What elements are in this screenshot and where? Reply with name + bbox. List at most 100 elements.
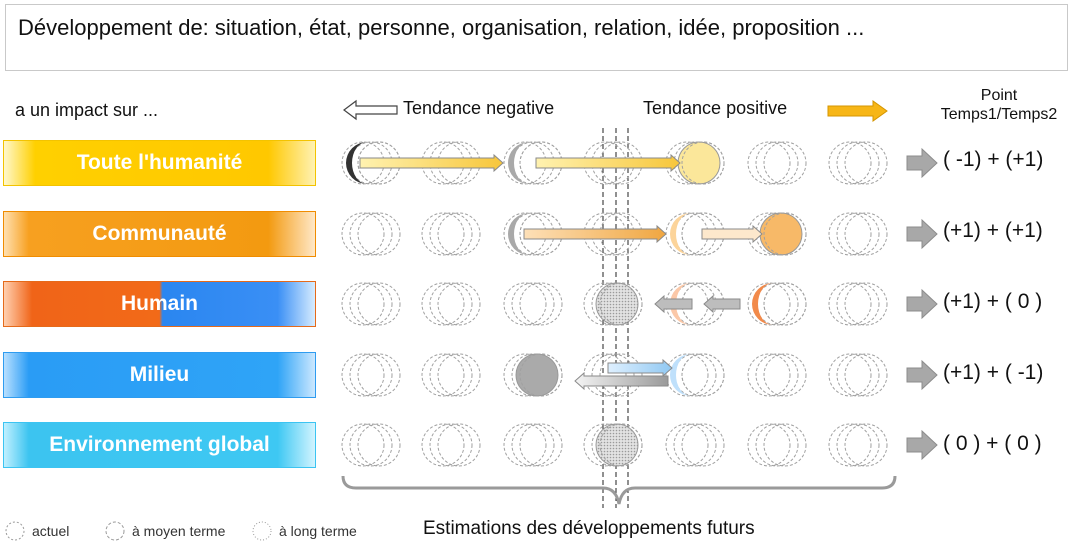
legend-label: actuel [32, 523, 70, 539]
estimate-circle [503, 282, 547, 326]
development-row [341, 423, 888, 467]
estimate-circle [836, 212, 880, 256]
negative-trend-arrow [343, 99, 398, 121]
long-term-circle-icon [252, 521, 272, 541]
estimate-circle [357, 282, 401, 326]
category-bar-humanity: Toute l'humanité [3, 140, 316, 186]
estimate-circle-group [503, 353, 563, 397]
score-milieu: (+1) + ( -1) [943, 361, 1044, 384]
estimate-circle [844, 141, 888, 185]
score-humanity: ( -1) + (+1) [943, 148, 1044, 171]
estimate-circle [828, 141, 872, 185]
estimate-circle [763, 212, 807, 256]
result-arrow-icon [906, 288, 938, 320]
estimate-circle [755, 353, 799, 397]
category-label: Communauté [92, 222, 227, 245]
estimate-circle [421, 423, 465, 467]
category-label: Environnement global [49, 433, 270, 456]
estimate-circle [665, 353, 709, 397]
estimation-brace [341, 475, 897, 505]
crescent-estimate [670, 354, 691, 396]
legend-item-current: actuel [4, 520, 69, 542]
estimate-circle [357, 212, 401, 256]
estimate-circle-group [747, 212, 807, 256]
estimate-circle [836, 353, 880, 397]
estimate-circle-group [828, 423, 888, 467]
estimate-circle [583, 353, 627, 397]
estimate-circle [341, 423, 385, 467]
point-header-line2: Temps1/Temps2 [940, 106, 1058, 123]
page-title: Développement de: situation, état, perso… [18, 15, 865, 40]
positive-trend-label: Tendance positive [643, 98, 788, 118]
category-bar-environment: Environnement global [3, 422, 316, 468]
estimate-circle [673, 423, 717, 467]
score-environment: ( 0 ) + ( 0 ) [943, 432, 1042, 455]
result-arrow-icon [906, 429, 938, 461]
estimate-circle [503, 423, 547, 467]
category-bar-community: Communauté [3, 211, 316, 257]
estimate-circle [844, 423, 888, 467]
trend-arrow [359, 153, 504, 173]
impact-label: a un impact sur ... [15, 100, 159, 120]
estimate-circle [836, 423, 880, 467]
estimate-circle-group [341, 353, 401, 397]
legend-item-long-term: à long terme [251, 520, 357, 542]
crescent-estimate [670, 283, 691, 325]
score-community: (+1) + (+1) [943, 219, 1043, 242]
estimate-circle [599, 423, 643, 467]
medium-term-circle-icon [105, 521, 125, 541]
category-bar-milieu: Milieu [3, 352, 316, 398]
estimate-circle [357, 353, 401, 397]
estimate-circle [681, 423, 725, 467]
category-label: Milieu [129, 363, 190, 386]
estimate-circle-group [503, 423, 563, 467]
estimate-circle [844, 212, 888, 256]
estimate-circle [341, 212, 385, 256]
estimate-circle [357, 423, 401, 467]
estimate-circle [429, 353, 473, 397]
crescent-estimate [508, 213, 529, 255]
estimate-circle-group [747, 282, 807, 326]
estimate-circle [747, 141, 791, 185]
estimate-circle [349, 423, 393, 467]
estimate-circle-group [583, 423, 643, 467]
estimate-circle [599, 282, 643, 326]
estimate-circle [341, 282, 385, 326]
estimate-circle [341, 353, 385, 397]
point-header-line1: Point [980, 87, 1018, 104]
estimate-circle [429, 423, 473, 467]
estimate-circle-group [421, 212, 481, 256]
category-label: Humain [120, 292, 198, 315]
estimate-circle [429, 212, 473, 256]
estimate-circle [681, 141, 725, 185]
title-box: Développement de: situation, état, perso… [5, 4, 1068, 71]
estimate-circle-group [583, 353, 643, 397]
estimate-circle-group [341, 212, 401, 256]
trend-arrow [701, 224, 763, 244]
estimate-circle [511, 423, 555, 467]
estimate-circle-group [747, 353, 807, 397]
crescent-estimate [508, 142, 529, 184]
estimate-circle [828, 282, 872, 326]
estimate-circle [519, 282, 563, 326]
score-human: (+1) + ( 0 ) [943, 290, 1043, 313]
estimate-circle-group [828, 141, 888, 185]
estimate-circle [437, 282, 481, 326]
estimate-circle-group [665, 423, 725, 467]
estimate-circle [836, 282, 880, 326]
estimate-circle [755, 423, 799, 467]
estimate-circle [763, 282, 807, 326]
estimate-circle [437, 423, 481, 467]
estimate-circle [591, 353, 635, 397]
estimate-circle [844, 353, 888, 397]
estimate-circle [763, 353, 807, 397]
positive-trend-arrow [827, 100, 888, 122]
result-arrow-icon [906, 147, 938, 179]
crescent-estimate [752, 283, 773, 325]
category-bar-human: Humain [3, 281, 316, 327]
estimate-circle [429, 282, 473, 326]
estimate-circle [349, 212, 393, 256]
trend-arrow [654, 294, 693, 314]
result-arrow-icon [906, 359, 938, 391]
estimate-circle [599, 353, 643, 397]
